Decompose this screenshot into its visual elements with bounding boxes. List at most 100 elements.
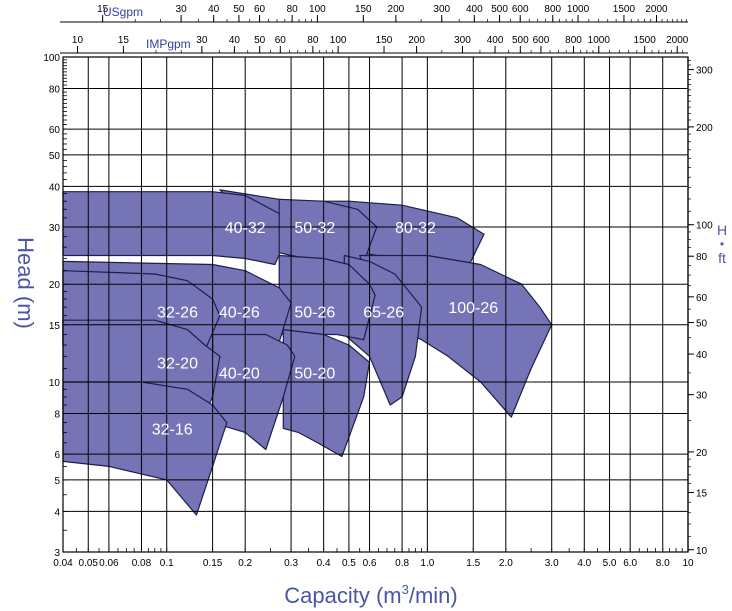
y-tick-label: 6 [54,450,60,461]
us-gpm-tick-label: 1000 [567,4,590,15]
right-axis-title-top: H [717,222,727,238]
right-tick-label: 300 [696,66,713,77]
pump-region-label: 32-20 [157,355,198,372]
pump-region-40-20 [212,333,296,451]
y-tick-label: 60 [49,125,61,136]
y-axis-title: Head (m) [13,237,38,329]
right-tick-label: 15 [696,489,708,500]
imp-gpm-tick-label: 60 [275,35,287,46]
pump-region-label: 40-20 [219,365,260,382]
right-tick-label: 10 [696,546,708,557]
right-tick-label: 200 [696,123,713,134]
right-tick-label: 100 [696,221,713,232]
grid-lines [62,56,689,553]
pump-region-label: 32-26 [157,304,198,321]
us-gpm-tick-label: 40 [208,4,220,15]
x-tick-label: 3.0 [545,558,559,569]
us-gpm-axis-label: USgpm [103,5,143,19]
x-tick-label: 2.0 [499,558,513,569]
imp-gpm-tick-label: 100 [330,35,347,46]
x-tick-label: 0.5 [342,558,356,569]
y-tick-label: 40 [49,182,61,193]
x-tick-label: 0.06 [99,558,119,569]
y-tick-label: 15 [49,321,61,332]
us-gpm-tick-label: 400 [466,4,483,15]
x-tick-label: 0.6 [363,558,377,569]
x-tick-label: 0.04 [53,558,73,569]
us-gpm-tick-label: 60 [254,4,266,15]
imp-gpm-axis-label: IMPgpm [146,37,191,51]
x-tick-label: 0.08 [132,558,152,569]
us-gpm-tick-label: 200 [388,4,405,15]
us-gpm-tick-label: 100 [309,4,326,15]
pump-region-label: 50-32 [294,220,335,237]
imp-gpm-tick-label: 50 [254,35,266,46]
imp-gpm-tick-label: 2000 [666,35,689,46]
y-tick-label: 5 [54,476,60,487]
y-tick-label: 10 [49,378,61,389]
x-tick-label: 0.3 [284,558,298,569]
x-tick-label: 1.5 [466,558,480,569]
x-tick-label: 10 [682,558,694,569]
y-tick-label: 100 [43,53,60,64]
imp-gpm-tick-label: 15 [118,35,130,46]
imp-gpm-tick-label: 400 [487,35,504,46]
right-tick-label: 20 [696,448,708,459]
x-tick-label: 0.4 [317,558,331,569]
axes: 0.04 0.05 0.06 0.08 0.1 0.15 0.2 0.3 0.4 0.5 0.6 0.… [43,4,713,569]
imp-gpm-tick-label: 30 [196,35,208,46]
us-gpm-tick-label: 800 [544,4,561,15]
x-tick-label: 4.0 [577,558,591,569]
us-gpm-tick-label: 500 [491,4,508,15]
x-tick-label: 5.0 [603,558,617,569]
y-tick-label: 20 [49,280,61,291]
pump-region-50-20 [282,329,371,458]
imp-gpm-tick-label: 1500 [634,35,657,46]
x-tick-label: 8.0 [656,558,670,569]
pump-region-label: 50-20 [294,365,335,382]
x-axis-title: Capacity (m3/min) [284,582,457,608]
right-axis-title-dot: • [720,237,724,251]
x-tick-label: 0.1 [160,558,174,569]
us-gpm-tick-label: 1500 [613,4,636,15]
pump-region-32-16 [62,381,228,516]
imp-gpm-tick-label: 80 [307,35,319,46]
y-tick-label: 30 [49,223,61,234]
imp-gpm-tick-label: 1000 [588,35,611,46]
x-tick-label: 0.8 [395,558,409,569]
right-tick-label: 60 [696,293,708,304]
pump-region-labels: 80-32 40-32 50-32 100-26 65-26 50-26 40-26 32-2… [152,220,498,438]
pump-region-label: 50-26 [294,304,335,321]
x-tick-label: 1.0 [420,558,434,569]
y-tick-label: 80 [49,84,61,95]
pump-region-label: 80-32 [395,220,436,237]
right-axis-title-bottom: ft [718,250,726,266]
imp-gpm-tick-label: 10 [72,35,84,46]
imp-gpm-tick-label: 200 [408,35,425,46]
y-tick-label: 8 [54,410,60,421]
right-tick-label: 40 [696,350,708,361]
x-tick-label: 0.15 [203,558,223,569]
y-tick-label: 4 [54,507,60,518]
y-tick-label: 50 [49,151,61,162]
pump-region-label: 100-26 [448,300,498,317]
x-tick-label: 6.0 [623,558,637,569]
imp-gpm-tick-label: 150 [376,35,393,46]
us-gpm-tick-label: 600 [512,4,529,15]
us-gpm-tick-label: 300 [433,4,450,15]
imp-gpm-tick-label: 40 [229,35,241,46]
x-tick-label: 0.2 [238,558,252,569]
pump-region-label: 65-26 [363,304,404,321]
pump-region-label: 32-16 [152,421,193,438]
pump-region-label: 40-26 [219,304,260,321]
right-tick-label: 50 [696,319,708,330]
x-tick-label: 0.05 [79,558,99,569]
y-tick-label: 3 [54,548,60,559]
imp-gpm-tick-label: 800 [565,35,582,46]
imp-gpm-tick-label: 500 [512,35,529,46]
pump-regions [62,189,553,516]
us-gpm-tick-label: 50 [233,4,245,15]
imp-gpm-tick-label: 300 [454,35,471,46]
right-tick-label: 80 [696,252,708,263]
